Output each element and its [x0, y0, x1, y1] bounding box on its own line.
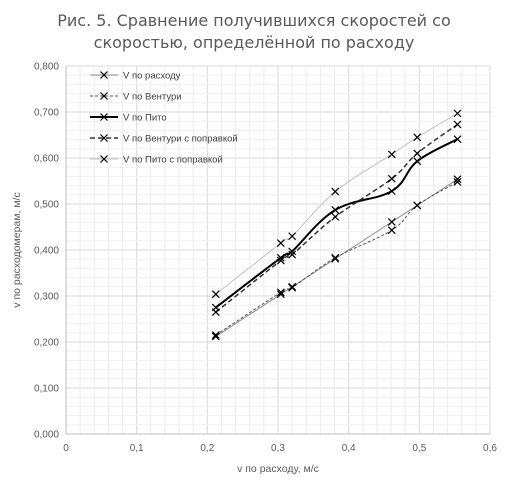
series-4 — [211, 120, 462, 317]
y-tick-label: 0,300 — [34, 292, 59, 303]
y-tick-label: 0,100 — [34, 384, 59, 395]
data-point — [413, 157, 422, 166]
y-tick-label: 0,600 — [34, 154, 59, 165]
legend-marker — [100, 92, 108, 100]
legend-label: V по Пито с поправкой — [123, 155, 223, 166]
y-tick-labels: 0,000 0,100 0,200 0,300 0,400 0,500 0,600 0,700… — [34, 62, 59, 441]
grid — [65, 65, 491, 435]
data-point — [387, 218, 396, 226]
data-point — [413, 133, 422, 142]
data-point — [387, 226, 396, 235]
x-tick-label: 0,5 — [412, 443, 426, 454]
series-3 — [211, 135, 462, 312]
legend-label: V по Вентури — [123, 92, 182, 103]
data-point — [331, 212, 340, 221]
data-point — [453, 175, 462, 184]
data-point — [453, 135, 462, 144]
series-line — [215, 138, 458, 309]
x-tick-label: 0,6 — [483, 443, 497, 454]
y-tick-label: 0,700 — [34, 108, 59, 119]
x-axis-label: v по расходу, м/с — [237, 463, 319, 475]
y-tick-label: 0,400 — [34, 246, 59, 257]
chart-title-line-1: Рис. 5. Сравнение получившихся скоростей… — [57, 11, 451, 30]
data-point — [211, 331, 220, 340]
chart-title-line-2: скоростью, определённой по расходу — [94, 33, 415, 52]
data-point — [211, 308, 220, 317]
data-point — [453, 177, 462, 186]
y-tick-label: 0,000 — [34, 430, 59, 441]
chart-title: Рис. 5. Сравнение получившихся скоростей… — [57, 11, 451, 52]
axes — [65, 66, 490, 435]
x-tick-labels: 0 0,1 0,2 0,3 0,4 0,5 0,6 — [63, 443, 497, 454]
series-5 — [211, 109, 462, 299]
data-point — [331, 206, 340, 214]
data-point — [387, 187, 396, 196]
legend-marker — [100, 134, 108, 142]
data-point — [276, 288, 285, 297]
legend-marker — [100, 71, 108, 79]
data-point — [413, 201, 422, 210]
data-point — [413, 149, 422, 158]
data-point — [276, 256, 285, 265]
legend-marker — [100, 113, 108, 121]
legend-label: V по расходу — [123, 71, 181, 82]
data-point — [288, 282, 297, 291]
data-point — [453, 120, 462, 129]
x-tick-label: 0,3 — [271, 443, 285, 454]
legend-item: V по Пито — [90, 113, 167, 124]
y-axis-label: v по расходомерам, м/с — [11, 192, 23, 307]
data-point — [288, 283, 297, 292]
y-tick-label: 0,500 — [34, 200, 59, 211]
y-tick-label: 0,800 — [34, 62, 59, 73]
data-point — [276, 253, 285, 262]
data-point — [276, 290, 285, 299]
x-tick-label: 0,1 — [130, 443, 144, 454]
legend-label: V по Пито — [123, 113, 167, 124]
series-layer — [211, 109, 462, 341]
data-point — [453, 109, 462, 118]
legend-marker — [100, 155, 108, 163]
data-point — [331, 253, 340, 262]
x-tick-label: 0 — [63, 443, 69, 454]
legend-item: V по Вентури — [90, 92, 182, 103]
data-point — [288, 232, 297, 241]
legend-item: V по расходу — [90, 71, 181, 82]
data-point — [288, 247, 297, 256]
series-2 — [211, 177, 462, 340]
data-point — [331, 187, 340, 196]
legend-item: V по Пито с поправкой — [90, 155, 223, 166]
legend-label: V по Вентури с поправкой — [123, 134, 238, 145]
data-point — [276, 239, 285, 248]
x-tick-label: 0,2 — [200, 443, 214, 454]
data-point — [387, 150, 396, 159]
data-point — [288, 250, 297, 259]
legend-item: V по Вентури с поправкой — [90, 134, 238, 145]
x-tick-label: 0,4 — [342, 443, 356, 454]
y-tick-label: 0,200 — [34, 338, 59, 349]
data-point — [387, 174, 396, 183]
legend: V по расходу V по Вентури V по Пито V по Ве… — [90, 71, 238, 166]
data-point — [211, 290, 220, 299]
